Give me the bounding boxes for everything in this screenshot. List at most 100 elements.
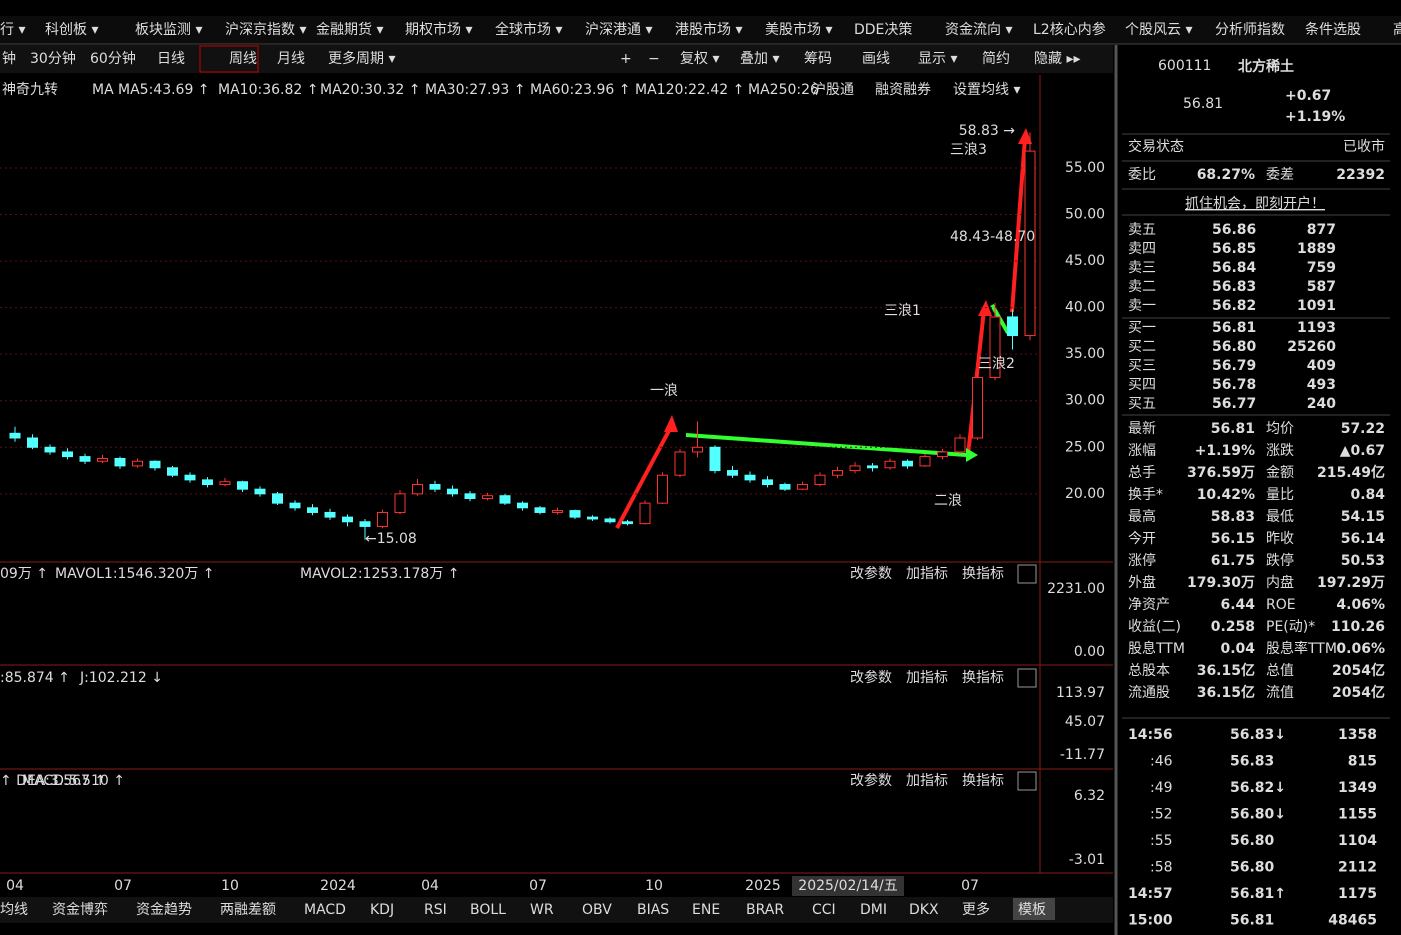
panel-legend: ↑ DEA:3.567 ↑: [0, 773, 106, 789]
stat-value: 0.04: [1220, 641, 1255, 657]
annotation: 48.43-48.70: [950, 229, 1035, 245]
tab[interactable]: KDJ: [370, 902, 394, 918]
panel-button[interactable]: 加指标: [906, 670, 948, 686]
close-button[interactable]: [1017, 771, 1037, 791]
tab[interactable]: 资金博弈: [52, 901, 108, 918]
toolbar-item[interactable]: 筹码: [804, 50, 832, 67]
tab[interactable]: 均线: [0, 902, 28, 918]
tab[interactable]: OBV: [582, 902, 612, 918]
tab[interactable]: BRAR: [746, 902, 784, 918]
candle-body: [219, 481, 231, 486]
menu-item[interactable]: 分析师指数: [1215, 22, 1285, 38]
menu-item[interactable]: 港股市场 ▾: [675, 21, 742, 38]
toolbar-item[interactable]: +: [620, 51, 632, 67]
menu-item[interactable]: 科创板 ▾: [45, 22, 98, 38]
candle-body: [114, 457, 126, 467]
close-button[interactable]: [1017, 564, 1037, 584]
panel-button[interactable]: 加指标: [906, 566, 948, 582]
tab[interactable]: DMI: [860, 902, 887, 918]
panel-button[interactable]: 改参数: [850, 669, 892, 686]
panel-button[interactable]: 改参数: [850, 565, 892, 582]
tab[interactable]: CCI: [812, 902, 836, 918]
toolbar-item[interactable]: −: [648, 51, 660, 67]
candle-body: [709, 446, 721, 472]
menu-item[interactable]: 高: [1393, 21, 1401, 38]
menu-item[interactable]: 板块监测 ▾: [135, 22, 202, 38]
menu-item[interactable]: 个股风云 ▾: [1125, 22, 1192, 38]
change: +0.67: [1285, 88, 1331, 104]
panel-button[interactable]: 加指标: [906, 773, 948, 789]
tab[interactable]: RSI: [424, 902, 447, 918]
tab[interactable]: 更多: [962, 901, 990, 918]
candle-body: [919, 456, 931, 467]
menu-item[interactable]: 资金流向 ▾: [945, 22, 1012, 38]
tab[interactable]: BOLL: [470, 902, 506, 918]
candle-body: [902, 460, 913, 467]
stat-label: 最低: [1266, 509, 1294, 525]
tab[interactable]: 模板: [1018, 902, 1046, 918]
toolbar-item[interactable]: 画线: [862, 51, 890, 67]
toolbar-item[interactable]: 日线: [157, 51, 185, 67]
stat-value: 61.75: [1211, 553, 1255, 569]
close-button[interactable]: [1017, 668, 1037, 688]
annotation: 二浪: [934, 493, 962, 509]
book-volume: 759: [1307, 260, 1336, 276]
toolbar-item[interactable]: 显示 ▾: [918, 51, 957, 67]
toolbar-item[interactable]: 更多周期 ▾: [328, 50, 395, 67]
stat-label: 昨收: [1266, 531, 1294, 547]
panel-legend: MAVOL2:1253.178万 ↑: [300, 566, 460, 582]
tab-box[interactable]: [1013, 898, 1055, 920]
menu-item[interactable]: DDE决策: [854, 21, 912, 38]
toolbar-item[interactable]: 60分钟: [90, 50, 136, 67]
toolbar-item[interactable]: 简约: [982, 50, 1010, 67]
panel-legend: J:102.212 ↓: [79, 670, 163, 686]
banner[interactable]: 抓住机会，即刻开户！: [1185, 195, 1325, 212]
menu-item[interactable]: 行 ▾: [0, 22, 25, 38]
stat-value: 0.84: [1350, 487, 1385, 503]
menu-item[interactable]: 沪深京指数 ▾: [225, 22, 306, 38]
tab[interactable]: MACD: [304, 902, 346, 918]
menu-item[interactable]: 全球市场 ▾: [495, 21, 562, 38]
panel-button[interactable]: 换指标: [962, 772, 1004, 789]
tab[interactable]: 两融差额: [220, 902, 276, 918]
toolbar-item[interactable]: 复权 ▾: [680, 50, 719, 67]
menu-item[interactable]: 沪深港通 ▾: [585, 22, 652, 38]
candle-body: [482, 495, 493, 499]
toolbar-item[interactable]: 月线: [277, 51, 305, 67]
menu-item[interactable]: 美股市场 ▾: [765, 21, 832, 38]
menu-item[interactable]: L2核心内参: [1033, 21, 1106, 38]
candle-body: [884, 460, 896, 469]
candle-body: [149, 460, 161, 469]
tab[interactable]: 资金趋势: [136, 902, 192, 918]
tab[interactable]: WR: [530, 902, 554, 918]
panel-button[interactable]: 换指标: [962, 565, 1004, 582]
panel-button[interactable]: 换指标: [962, 669, 1004, 686]
stat-label: 最新: [1128, 421, 1156, 437]
book-price: 56.85: [1212, 241, 1256, 257]
tab[interactable]: ENE: [692, 902, 720, 918]
ma-legend: MA20:30.32 ↑: [320, 82, 420, 98]
stock-name: 北方稀土: [1238, 58, 1294, 75]
stat-value: 54.15: [1341, 509, 1385, 525]
menu-item[interactable]: 条件选股: [1305, 21, 1361, 38]
candle-body: [744, 474, 756, 481]
panel-button[interactable]: 改参数: [850, 772, 892, 789]
toolbar-item[interactable]: 周线: [229, 51, 257, 67]
y-tick-label: 40.00: [1065, 300, 1105, 316]
value: 已收市: [1343, 138, 1385, 155]
panel-legend: MACD:5.510 ↑: [22, 773, 125, 789]
toolbar-item[interactable]: 30分钟: [30, 50, 76, 67]
menu-item[interactable]: 金融期货 ▾: [316, 21, 383, 38]
cursor-box: [792, 876, 904, 896]
x-tick-label: 04: [421, 878, 439, 894]
tick-volume: 1104: [1338, 833, 1377, 849]
candle-body: [762, 479, 773, 486]
tab[interactable]: DKX: [909, 902, 939, 918]
toolbar-item[interactable]: 钟: [2, 50, 16, 67]
toolbar-item[interactable]: 隐藏 ▸▸: [1034, 51, 1081, 67]
toolbar-item[interactable]: 叠加 ▾: [740, 51, 779, 67]
stat-label: 外盘: [1128, 574, 1156, 591]
tab[interactable]: BIAS: [637, 902, 669, 918]
menu-item[interactable]: 期权市场 ▾: [405, 21, 472, 38]
candle-body: [27, 437, 38, 448]
